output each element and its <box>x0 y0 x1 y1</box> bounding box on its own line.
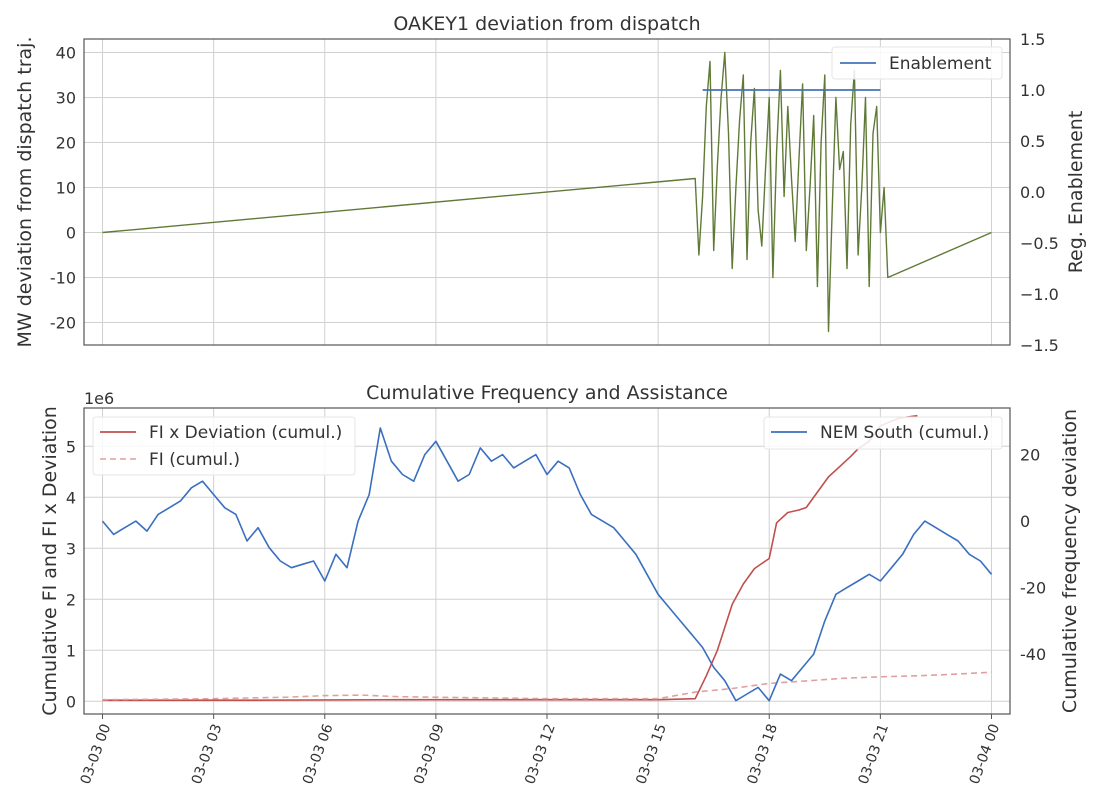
bottom-y2-tick-label: 0 <box>1020 512 1030 531</box>
legend-label-enablement: Enablement <box>889 54 992 74</box>
bottom-chart-legend-right: NEM South (cumul.) <box>763 416 1003 450</box>
fi-series-line <box>102 671 992 701</box>
bottom-y2-tick-label: -40 <box>1020 645 1046 664</box>
bottom-chart-right-ticks: -40 -20 0 20 <box>1020 446 1046 665</box>
bottom-y-tick-label: 0 <box>66 692 76 711</box>
top-y-tick-label: 10 <box>56 179 76 198</box>
bottom-y-tick-label: 5 <box>66 437 76 456</box>
top-chart-panel: OAKEY1 deviation from dispatch -20 -10 0 10… <box>14 13 1087 355</box>
top-y2-tick-label: 1.0 <box>1020 81 1045 100</box>
top-chart-ylabel: MW deviation from dispatch traj. <box>14 37 36 348</box>
bottom-y-tick-label: 3 <box>66 539 76 558</box>
fi-x-deviation-series-line <box>102 414 918 701</box>
legend-label-fi-x-deviation: FI x Deviation (cumul.) <box>149 423 342 443</box>
bottom-chart-y2label: Cumulative frequency deviation <box>1059 409 1081 713</box>
legend-label-fi: FI (cumul.) <box>149 450 240 470</box>
top-chart-left-ticks: -20 -10 0 10 20 30 40 <box>50 44 76 333</box>
bottom-chart-title: Cumulative Frequency and Assistance <box>366 382 728 404</box>
top-chart-y2label: Reg. Enablement <box>1065 111 1087 274</box>
bottom-y-tick-label: 1 <box>66 641 76 660</box>
top-y2-tick-label: 0.0 <box>1020 183 1045 202</box>
bottom-right-legend-box <box>763 416 1003 450</box>
bottom-chart-left-ticks: 0 1 2 3 4 5 <box>66 437 76 711</box>
bottom-chart-y-multiplier: 1e6 <box>84 389 114 408</box>
legend-label-nem-south: NEM South (cumul.) <box>820 423 989 443</box>
top-y-tick-label: -20 <box>50 314 76 333</box>
top-y-tick-label: 40 <box>56 44 76 63</box>
bottom-left-legend-box <box>92 416 356 476</box>
bottom-y-tick-label: 2 <box>66 590 76 609</box>
top-chart-grid <box>84 39 1010 345</box>
bottom-chart-panel: Cumulative Frequency and Assistance 1e6 … <box>39 382 1081 787</box>
bottom-chart-series <box>101 414 993 702</box>
top-y-tick-label: 0 <box>66 224 76 243</box>
top-y2-tick-label: −1.5 <box>1020 336 1059 355</box>
bottom-y2-tick-label: 20 <box>1020 446 1040 465</box>
top-chart-frame <box>83 38 1011 346</box>
top-chart-legend: Enablement <box>831 46 1003 80</box>
nem-south-series-line <box>101 427 993 702</box>
top-y-tick-label: 20 <box>56 134 76 153</box>
bottom-chart-legend-left: FI x Deviation (cumul.) FI (cumul.) <box>92 416 356 476</box>
top-y2-tick-label: 1.5 <box>1020 30 1045 49</box>
top-legend-box <box>831 46 1003 80</box>
top-y-tick-label: 30 <box>56 89 76 108</box>
top-y2-tick-label: −0.5 <box>1020 234 1059 253</box>
bottom-chart-ylabel: Cumulative FI and FI x Deviation <box>39 406 61 716</box>
top-chart-title: OAKEY1 deviation from dispatch <box>393 13 700 35</box>
bottom-y2-tick-label: -20 <box>1020 579 1046 598</box>
deviation-series-line <box>102 51 992 333</box>
top-chart-series <box>102 51 992 333</box>
top-chart-right-ticks: −1.5 −1.0 −0.5 0.0 0.5 1.0 1.5 <box>1020 30 1059 355</box>
top-y2-tick-label: 0.5 <box>1020 132 1045 151</box>
bottom-y-tick-label: 4 <box>66 488 76 507</box>
top-y-tick-label: -10 <box>50 269 76 288</box>
top-y2-tick-label: −1.0 <box>1020 285 1059 304</box>
